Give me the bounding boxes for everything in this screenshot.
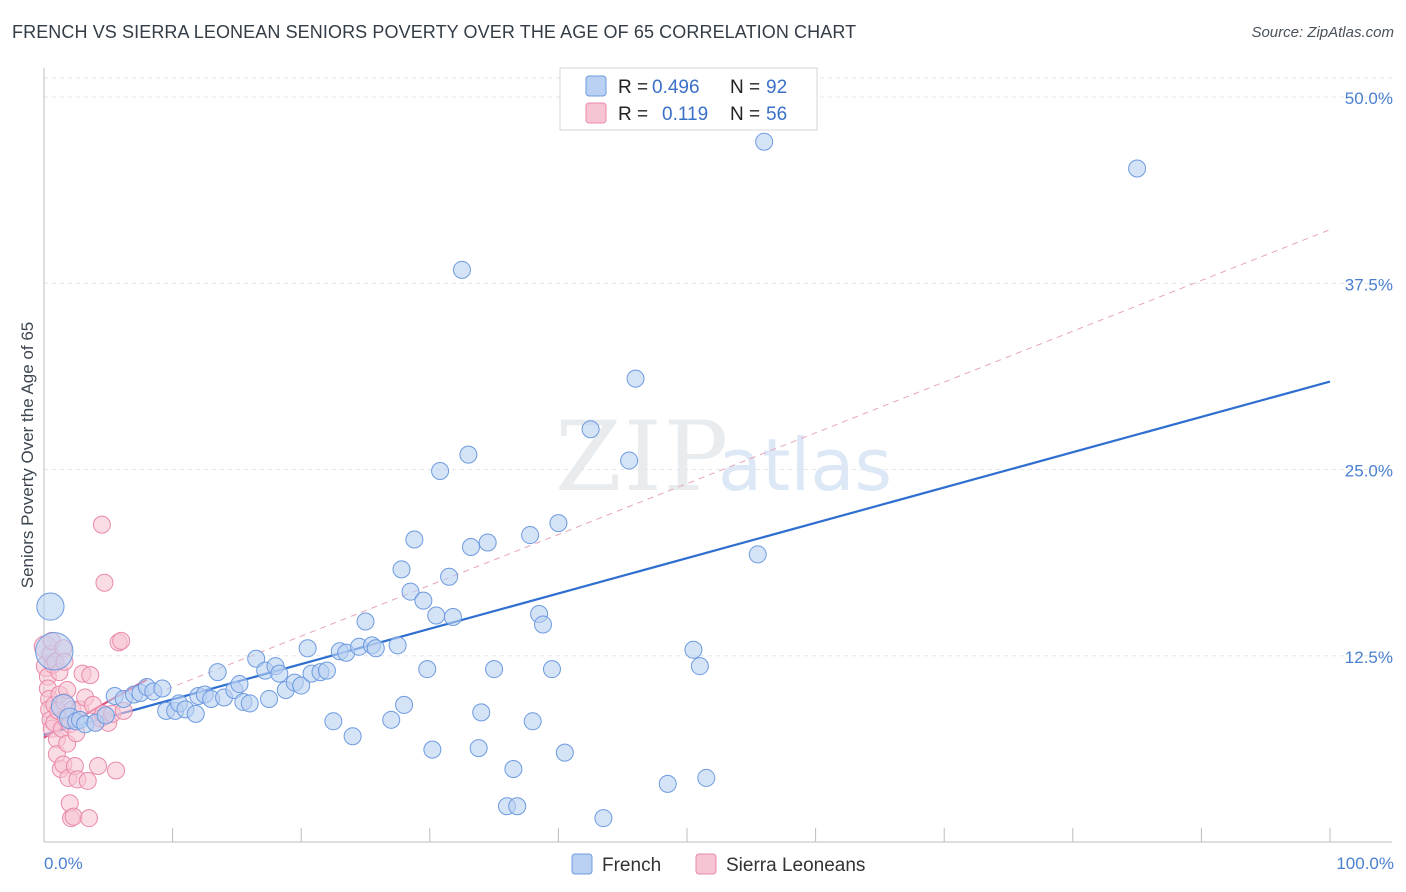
french-point-73 (521, 526, 540, 545)
french-point-61 (440, 567, 459, 586)
y-tick-label-0: 12.5% (1345, 648, 1393, 667)
legend-n-label-sierra: N = (730, 104, 760, 125)
french-point-53 (392, 560, 411, 579)
french-point-0 (36, 592, 65, 621)
french-point-84 (658, 774, 677, 793)
legend-n-value-sierra: 56 (766, 104, 787, 125)
x-tick-label-min: 0.0% (44, 854, 83, 873)
french-point-71 (504, 759, 523, 778)
sierra-leonean-points (33, 515, 133, 828)
y-tick-label-1: 25.0% (1345, 462, 1393, 481)
french-point-58 (423, 740, 442, 759)
legend-n-label-french: N = (730, 77, 760, 98)
sierra-point-41 (80, 809, 99, 828)
french-point-51 (388, 636, 407, 655)
french-point-37 (292, 676, 311, 695)
bottom-legend: French Sierra Leoneans (571, 853, 865, 876)
french-point-30 (247, 649, 266, 668)
french-point-50 (382, 710, 401, 729)
legend-r-label-french: R = (618, 77, 648, 98)
french-point-38 (298, 639, 317, 658)
watermark: ZIP atlas (555, 401, 892, 513)
french-point-68 (478, 533, 497, 552)
chart-title: FRENCH VS SIERRA LEONEAN SENIORS POVERTY… (12, 22, 857, 42)
french-point-34 (270, 664, 289, 683)
french-point-74 (523, 712, 542, 731)
sierra-point-45 (89, 757, 108, 776)
french-point-88 (748, 545, 767, 564)
french-point-79 (555, 743, 574, 762)
bottom-legend-sierra: Sierra Leoneans (726, 855, 865, 876)
bottom-legend-swatch-french (571, 853, 593, 875)
french-point-55 (405, 530, 424, 549)
legend-r-label-sierra: R = (618, 104, 648, 125)
french-point-87 (697, 768, 716, 787)
french-point-90 (1128, 159, 1147, 178)
french-point-85 (684, 640, 703, 659)
legend-swatch-french (585, 75, 607, 97)
french-point-42 (324, 712, 343, 731)
legend: R = 0.496 N = 92 R = 0.119 N = 56 (559, 67, 818, 131)
french-point-47 (356, 612, 375, 631)
french-point-57 (418, 660, 437, 679)
french-point-63 (452, 260, 471, 279)
french-point-56 (414, 591, 433, 610)
french-point-81 (594, 809, 613, 828)
french-point-52 (395, 695, 414, 714)
french-point-27 (230, 675, 249, 694)
french-point-8 (96, 706, 115, 725)
french-point-67 (472, 703, 491, 722)
y-axis-label: Seniors Poverty Over the Age of 65 (18, 322, 37, 588)
french-point-72 (508, 797, 527, 816)
french-point-64 (459, 445, 478, 464)
y-tick-label-2: 37.5% (1345, 275, 1393, 294)
french-point-78 (549, 514, 568, 533)
french-point-32 (260, 689, 279, 708)
french-point-62 (443, 608, 462, 627)
legend-r-value-french: 0.496 (652, 77, 700, 98)
sierra-point-40 (78, 771, 97, 790)
french-point-15 (153, 679, 172, 698)
sierra-point-48 (92, 515, 111, 534)
legend-n-value-french: 92 (766, 77, 787, 98)
sierra-point-42 (81, 666, 100, 685)
bottom-legend-french: French (602, 855, 661, 876)
french-point-49 (366, 639, 385, 658)
french-point-41 (317, 661, 336, 680)
french-point-69 (485, 660, 504, 679)
source-credit: Source: ZipAtlas.com (1251, 24, 1394, 41)
french-points (35, 132, 1147, 828)
sierra-point-33 (64, 807, 83, 826)
watermark-atlas: atlas (718, 423, 892, 507)
french-point-1 (35, 632, 74, 671)
watermark-zip: ZIP (555, 401, 730, 513)
french-point-65 (461, 537, 480, 556)
legend-r-value-sierra: 0.119 (662, 104, 708, 125)
french-point-45 (343, 727, 362, 746)
french-point-83 (626, 369, 645, 388)
french-point-80 (581, 420, 600, 439)
french-point-86 (690, 657, 709, 676)
bottom-legend-swatch-sierra (695, 853, 717, 875)
y-tick-labels: 12.5% 25.0% 37.5% 50.0% (1345, 89, 1393, 667)
french-point-77 (542, 660, 561, 679)
sierra-point-54 (112, 631, 131, 650)
sierra-point-49 (95, 573, 114, 592)
french-point-89 (755, 132, 774, 151)
french-point-24 (208, 663, 227, 682)
french-point-59 (427, 606, 446, 625)
sierra-point-52 (107, 761, 126, 780)
french-point-76 (533, 615, 552, 634)
gridlines (44, 77, 1392, 657)
x-tick-label-max: 100.0% (1336, 854, 1394, 873)
french-point-60 (431, 461, 450, 480)
french-point-20 (186, 704, 205, 723)
french-point-29 (240, 694, 259, 713)
legend-swatch-sierra (585, 102, 607, 124)
french-point-54 (401, 582, 420, 601)
french-point-66 (469, 739, 488, 758)
y-tick-label-3: 50.0% (1345, 89, 1393, 108)
french-point-82 (620, 451, 639, 470)
